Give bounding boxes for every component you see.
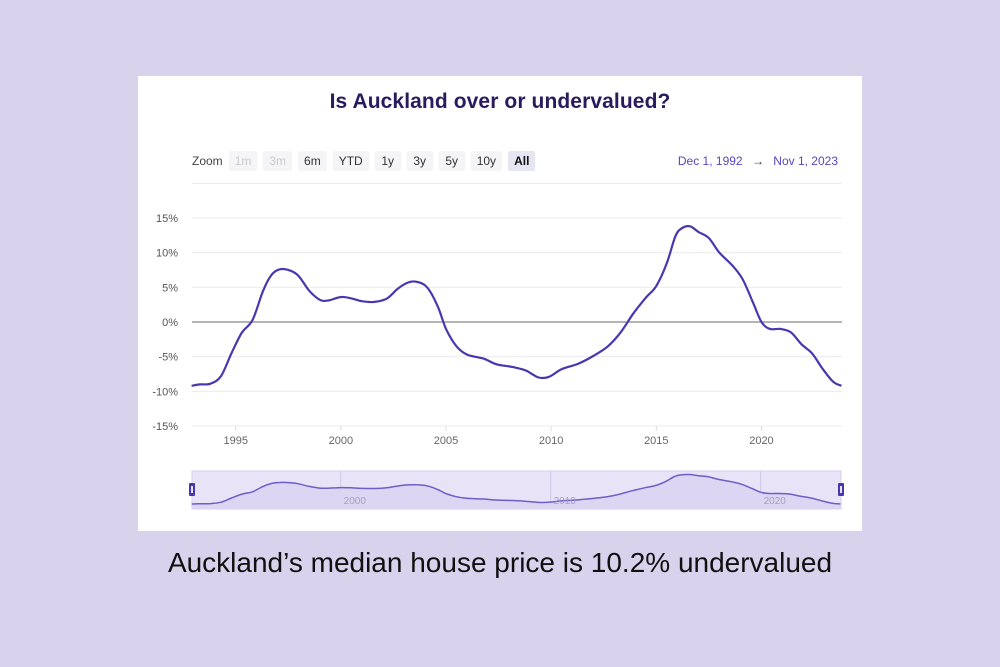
x-axis: 1995 2000 2005 2010 2015 2020 [223, 426, 774, 447]
navigator-line [191, 473, 841, 505]
range-button-3y[interactable]: 3y [406, 151, 433, 171]
x-tick-label: 1995 [223, 435, 247, 447]
arrow-right-icon: → [751, 154, 764, 168]
navigator-labels: 2000 2010 2020 [344, 496, 787, 507]
navigator-label: 2010 [554, 496, 577, 507]
range-button-1m[interactable]: 1m [228, 151, 258, 171]
x-tick-label: 2020 [749, 435, 773, 447]
range-button-1y[interactable]: 1y [374, 151, 401, 171]
y-tick-label: 10% [156, 248, 178, 260]
navigator[interactable]: 2000 2010 2020 [189, 470, 844, 510]
navigator-handle-right[interactable] [838, 483, 844, 496]
y-axis: 15% 10% 5% 0% -5% -10% -15% [152, 213, 178, 433]
navigator-handle-left[interactable] [189, 483, 195, 496]
range-button-3m[interactable]: 3m [263, 151, 293, 171]
toolbar-divider [192, 183, 842, 184]
navigator-label: 2020 [764, 496, 787, 507]
zoom-label: Zoom [192, 154, 223, 168]
range-selector: Zoom 1m 3m 6m YTD 1y 3y 5y 10y All [192, 151, 541, 171]
date-to[interactable]: Nov 1, 2023 [773, 154, 838, 168]
navigator-label: 2000 [344, 496, 367, 507]
x-tick-label: 2000 [329, 435, 353, 447]
x-tick-label: 2005 [434, 435, 458, 447]
range-button-5y[interactable]: 5y [438, 151, 465, 171]
y-tick-label: 5% [162, 282, 178, 294]
handle-grip [840, 486, 842, 493]
x-tick-label: 2010 [539, 435, 563, 447]
range-button-ytd[interactable]: YTD [332, 151, 369, 171]
range-button-10y[interactable]: 10y [470, 151, 503, 171]
handle-grip [191, 486, 193, 493]
y-tick-label: 15% [156, 213, 178, 225]
valuation-line [191, 225, 842, 387]
range-button-6m[interactable]: 6m [298, 151, 327, 171]
chart-title: Is Auckland over or undervalued? [329, 90, 671, 113]
y-tick-label: -15% [152, 421, 178, 433]
caption-headline: Auckland’s median house price is 10.2% u… [167, 547, 833, 578]
y-tick-label: -10% [152, 386, 178, 398]
y-tick-label: 0% [162, 317, 178, 329]
date-range: Dec 1, 1992 → Nov 1, 2023 [678, 154, 838, 168]
y-tick-label: -5% [158, 352, 178, 364]
gridlines [192, 217, 842, 427]
x-tick-label: 2015 [644, 435, 668, 447]
range-button-all[interactable]: All [508, 151, 536, 171]
date-from[interactable]: Dec 1, 1992 [677, 154, 743, 168]
navigator-area [191, 474, 842, 509]
